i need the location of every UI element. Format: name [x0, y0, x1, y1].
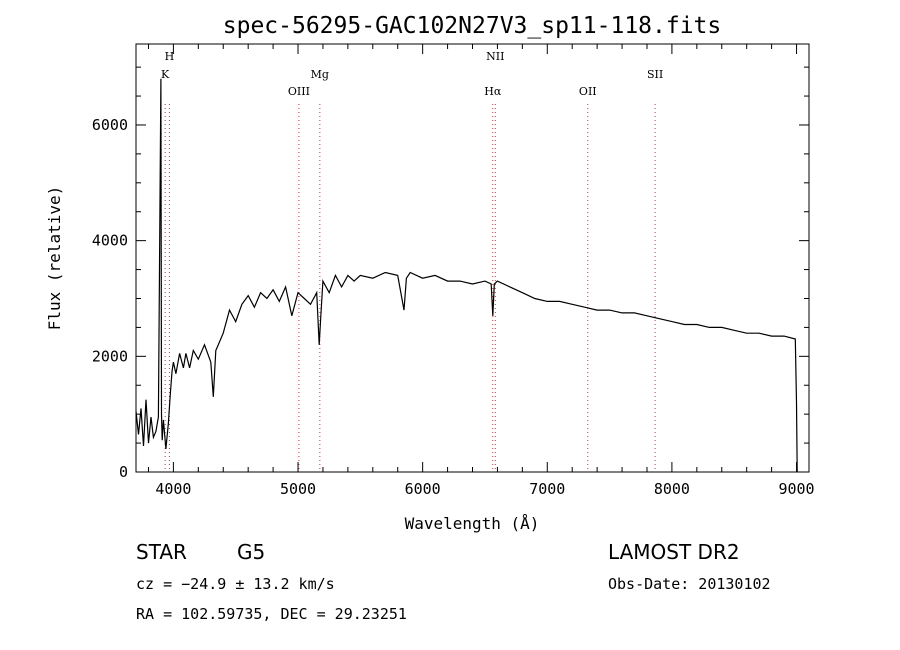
chart-title: spec-56295-GAC102N27V3_sp11-118.fits [223, 13, 722, 39]
spectrum-layer [135, 78, 798, 473]
spectral-line-label: NII [486, 50, 504, 63]
coordinates: RA = 102.59735, DEC = 29.23251 [136, 605, 407, 623]
spectral-line-label: OII [579, 85, 597, 98]
y-tick-label: 6000 [92, 116, 128, 134]
spectral-line-label: H [165, 50, 175, 63]
plot-frame [135, 43, 810, 473]
spectral-line-label: OIII [288, 85, 310, 98]
x-tick-label: 5000 [280, 480, 316, 498]
x-axis-label: Wavelength (Å) [405, 514, 540, 533]
subclass: G5 [237, 540, 266, 564]
x-tick-label: 6000 [405, 480, 441, 498]
y-tick-label: 2000 [92, 347, 128, 365]
object-type: STAR [136, 540, 187, 564]
spectral-line-label: SII [647, 68, 663, 81]
survey-name: LAMOST DR2 [608, 540, 740, 564]
obs-date: Obs-Date: 20130102 [608, 575, 771, 593]
spectrum-line [135, 78, 798, 473]
spectral-line-label: Hα [484, 85, 502, 98]
y-axis-label: Flux (relative) [45, 186, 64, 331]
x-tick-label: 9000 [778, 480, 814, 498]
redshift-text: cz = −24.9 ± 13.2 km/s [136, 575, 335, 593]
spectral-line-label: K [161, 68, 170, 81]
axes-layer: 4000 5000 6000 7000 8000 9000 0 2000 4000 6000 [92, 44, 815, 498]
y-tick-label: 0 [119, 463, 128, 481]
x-tick-label: 8000 [654, 480, 690, 498]
y-tick-label: 4000 [92, 232, 128, 250]
x-tick-label: 7000 [529, 480, 565, 498]
spectral-line-label: Mg [311, 68, 329, 81]
x-tick-label: 4000 [155, 480, 191, 498]
